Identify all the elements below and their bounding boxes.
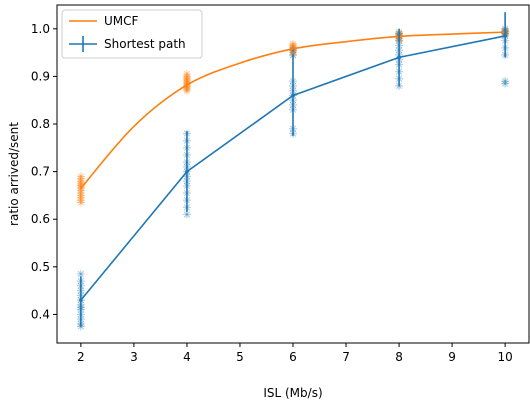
scatter-point bbox=[182, 70, 191, 79]
shortest-path-point bbox=[503, 34, 507, 38]
scatter-point bbox=[182, 72, 191, 81]
scatter-point bbox=[76, 193, 85, 202]
legend-shortest-label: Shortest path bbox=[104, 37, 186, 51]
plot-area bbox=[76, 12, 510, 331]
shortest-path-point bbox=[185, 169, 189, 174]
x-tick-label: 7 bbox=[342, 350, 350, 364]
scatter-point bbox=[289, 46, 297, 55]
x-tick-label: 5 bbox=[236, 350, 244, 364]
shortest-path-point bbox=[291, 93, 295, 98]
legend-umcf-label: UMCF bbox=[104, 14, 139, 28]
x-tick-label: 4 bbox=[183, 350, 191, 364]
umcf-line bbox=[80, 31, 506, 189]
y-tick-label: 0.7 bbox=[31, 165, 50, 179]
scatter-point bbox=[76, 177, 85, 186]
y-tick-label: 0.9 bbox=[31, 69, 50, 83]
x-tick-label: 6 bbox=[289, 350, 297, 364]
scatter-point bbox=[76, 174, 85, 183]
x-axis-ticks: 2 3 4 5 6 7 8 9 10 bbox=[77, 343, 513, 364]
y-tick-label: 0.5 bbox=[31, 260, 50, 274]
scatter-point bbox=[501, 77, 510, 86]
scatter-point bbox=[182, 85, 191, 94]
scatter-point bbox=[182, 75, 191, 84]
y-tick-label: 0.6 bbox=[31, 212, 50, 226]
scatter-point bbox=[289, 40, 297, 49]
scatter-point bbox=[182, 86, 191, 95]
x-tick-label: 3 bbox=[130, 350, 138, 364]
scatter-point bbox=[182, 76, 191, 85]
x-axis-label: ISL (Mb/s) bbox=[263, 386, 322, 400]
y-axis-label: ratio arrived/sent bbox=[7, 122, 21, 226]
scatter-point bbox=[76, 196, 85, 205]
y-tick-label: 0.4 bbox=[31, 307, 50, 321]
scatter-point bbox=[76, 198, 85, 207]
y-axis-ticks: 0.4 0.5 0.6 0.7 0.8 0.9 1.0 bbox=[31, 22, 57, 321]
shortest-path-point bbox=[397, 55, 401, 60]
y-tick-label: 1.0 bbox=[31, 22, 50, 36]
x-tick-label: 2 bbox=[77, 350, 85, 364]
scatter-point bbox=[501, 79, 510, 88]
legend: UMCF Shortest path bbox=[61, 9, 203, 59]
x-tick-label: 10 bbox=[497, 350, 512, 364]
scatter-point bbox=[76, 189, 85, 198]
scatter-point bbox=[76, 191, 85, 200]
x-tick-label: 9 bbox=[448, 350, 456, 364]
y-tick-label: 0.8 bbox=[31, 117, 50, 131]
legend-box bbox=[61, 9, 203, 59]
scatter-point bbox=[76, 182, 85, 191]
scatter-point bbox=[76, 172, 85, 181]
x-tick-label: 8 bbox=[395, 350, 403, 364]
shortest-path-point bbox=[79, 298, 83, 302]
scatter-point bbox=[182, 73, 191, 82]
